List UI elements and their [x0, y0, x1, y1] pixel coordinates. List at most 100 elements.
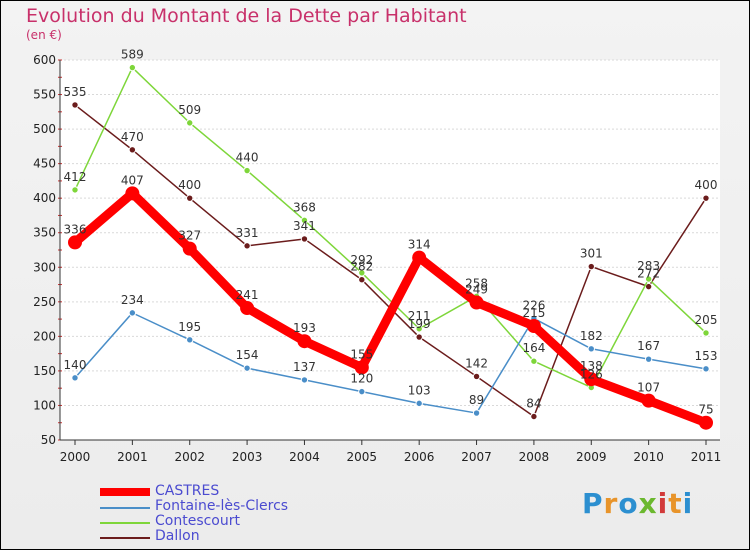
data-point-castres [354, 360, 369, 375]
data-label-contescourt: 292 [350, 253, 373, 267]
data-point-dallon [530, 412, 538, 421]
logo-letter: P [582, 487, 604, 520]
data-label-fontaine-les-clercs: 182 [580, 329, 603, 343]
axes [58, 59, 720, 445]
data-label-dallon: 535 [64, 85, 87, 99]
data-point-contescourt [530, 357, 538, 365]
data-label-contescourt: 205 [695, 313, 718, 327]
data-label-dallon: 199 [408, 317, 431, 331]
y-tick-label: 500 [33, 122, 56, 136]
data-point-dallon [472, 372, 481, 381]
y-axis-ticks: 50 100 150 200 250 300 350 400 450 500 550 600 [33, 53, 56, 447]
data-point-dallon [587, 262, 595, 271]
data-label-castres: 407 [121, 173, 144, 187]
data-point-fontaine-les-clercs [587, 345, 595, 353]
data-label-contescourt: 440 [236, 151, 259, 165]
data-label-contescourt: 412 [64, 170, 87, 184]
data-point-castres [641, 393, 656, 408]
data-point-contescourt [415, 325, 423, 333]
data-label-contescourt: 211 [408, 309, 431, 323]
data-label-dallon: 331 [236, 226, 259, 240]
logo-letter: t [668, 487, 683, 520]
legend-label: Contescourt [155, 513, 240, 529]
x-tick-label: 2002 [174, 450, 205, 464]
data-label-dallon: 84 [526, 397, 541, 411]
data-label-fontaine-les-clercs: 89 [469, 393, 484, 407]
data-label-contescourt: 164 [522, 341, 545, 355]
data-point-castres [469, 295, 484, 310]
data-label-fontaine-les-clercs: 234 [121, 293, 144, 307]
data-point-dallon [300, 235, 309, 243]
data-point-fontaine-les-clercs [300, 376, 309, 384]
data-label-dallon: 470 [121, 130, 144, 144]
logo-letter: r [603, 487, 619, 520]
data-point-castres [240, 301, 255, 316]
plot-area [60, 60, 720, 440]
y-tick-label: 150 [33, 364, 56, 378]
data-point-contescourt [358, 269, 366, 277]
data-point-fontaine-les-clercs [128, 309, 137, 317]
data-label-contescourt: 258 [465, 276, 488, 290]
data-label-fontaine-les-clercs: 103 [408, 383, 431, 397]
data-point-dallon [186, 194, 194, 202]
data-point-contescourt [644, 275, 653, 283]
y-tick-label: 350 [33, 226, 56, 240]
legend-swatch-castres [100, 488, 150, 496]
data-point-fontaine-les-clercs [702, 365, 710, 373]
data-label-castres: 249 [465, 283, 488, 297]
data-point-fontaine-les-clercs [243, 364, 251, 372]
data-point-castres [699, 415, 713, 430]
data-label-castres: 193 [293, 321, 316, 335]
data-label-dallon: 272 [637, 267, 660, 281]
data-label-dallon: 282 [350, 260, 373, 274]
data-label-fontaine-les-clercs: 120 [350, 372, 373, 386]
data-label-fontaine-les-clercs: 226 [522, 298, 545, 312]
chart-title: Evolution du Montant de la Dette par Hab… [26, 5, 467, 27]
x-tick-label: 2009 [576, 450, 607, 464]
data-point-dallon [128, 146, 137, 154]
x-axis-ticks: 2000 2001 2002 2003 2004 2005 2006 2007 2008 2009… [60, 450, 722, 464]
y-tick-label: 600 [33, 53, 56, 67]
data-label-dallon: 341 [293, 219, 316, 233]
data-label-dallon: 142 [465, 356, 488, 370]
data-point-dallon [702, 194, 710, 202]
data-point-dallon [358, 276, 366, 284]
data-label-fontaine-les-clercs: 167 [637, 339, 660, 353]
y-tick-label: 50 [41, 433, 56, 447]
data-label-dallon: 400 [695, 178, 718, 192]
data-point-castres [68, 235, 82, 250]
data-label-dallon: 400 [178, 178, 201, 192]
y-tick-label: 300 [33, 260, 56, 274]
legend-label: Dallon [155, 528, 200, 544]
data-label-contescourt: 368 [293, 200, 316, 214]
data-label-castres: 155 [350, 347, 373, 361]
data-label-castres: 107 [637, 381, 660, 395]
data-label-fontaine-les-clercs: 154 [236, 348, 259, 362]
legend-label: CASTRES [155, 483, 220, 499]
data-point-contescourt [71, 186, 79, 194]
data-point-dallon [415, 333, 423, 341]
x-tick-label: 2001 [117, 450, 148, 464]
x-tick-label: 2005 [347, 450, 378, 464]
logo-letter: o [618, 487, 639, 520]
data-label-castres: 241 [236, 288, 259, 302]
x-tick-label: 2010 [633, 450, 664, 464]
x-tick-label: 2006 [404, 450, 435, 464]
legend-swatch-fontaine-les-clercs [100, 507, 150, 509]
y-tick-label: 200 [33, 329, 56, 343]
x-tick-label: 2004 [289, 450, 320, 464]
y-axis-unit: (en €) [26, 28, 62, 42]
data-label-castres: 327 [178, 229, 201, 243]
data-point-fontaine-les-clercs [71, 374, 79, 382]
data-labels: 336 407 327 241 193 155 314 249 215 138 107 75 140 23… [64, 48, 718, 417]
gridlines [60, 59, 720, 440]
y-tick-label: 450 [33, 157, 56, 171]
data-point-contescourt [128, 63, 137, 72]
data-label-dallon: 301 [580, 247, 603, 261]
proxiti-logo: Proxiti [582, 487, 693, 520]
data-point-contescourt [300, 216, 309, 224]
x-tick-label: 2007 [461, 450, 492, 464]
logo-letter: x [638, 487, 658, 520]
data-point-castres [526, 319, 541, 333]
